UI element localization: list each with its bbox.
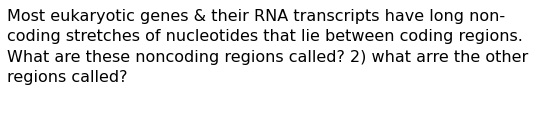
Text: Most eukaryotic genes & their RNA transcripts have long non-
coding stretches of: Most eukaryotic genes & their RNA transc… — [7, 9, 528, 85]
